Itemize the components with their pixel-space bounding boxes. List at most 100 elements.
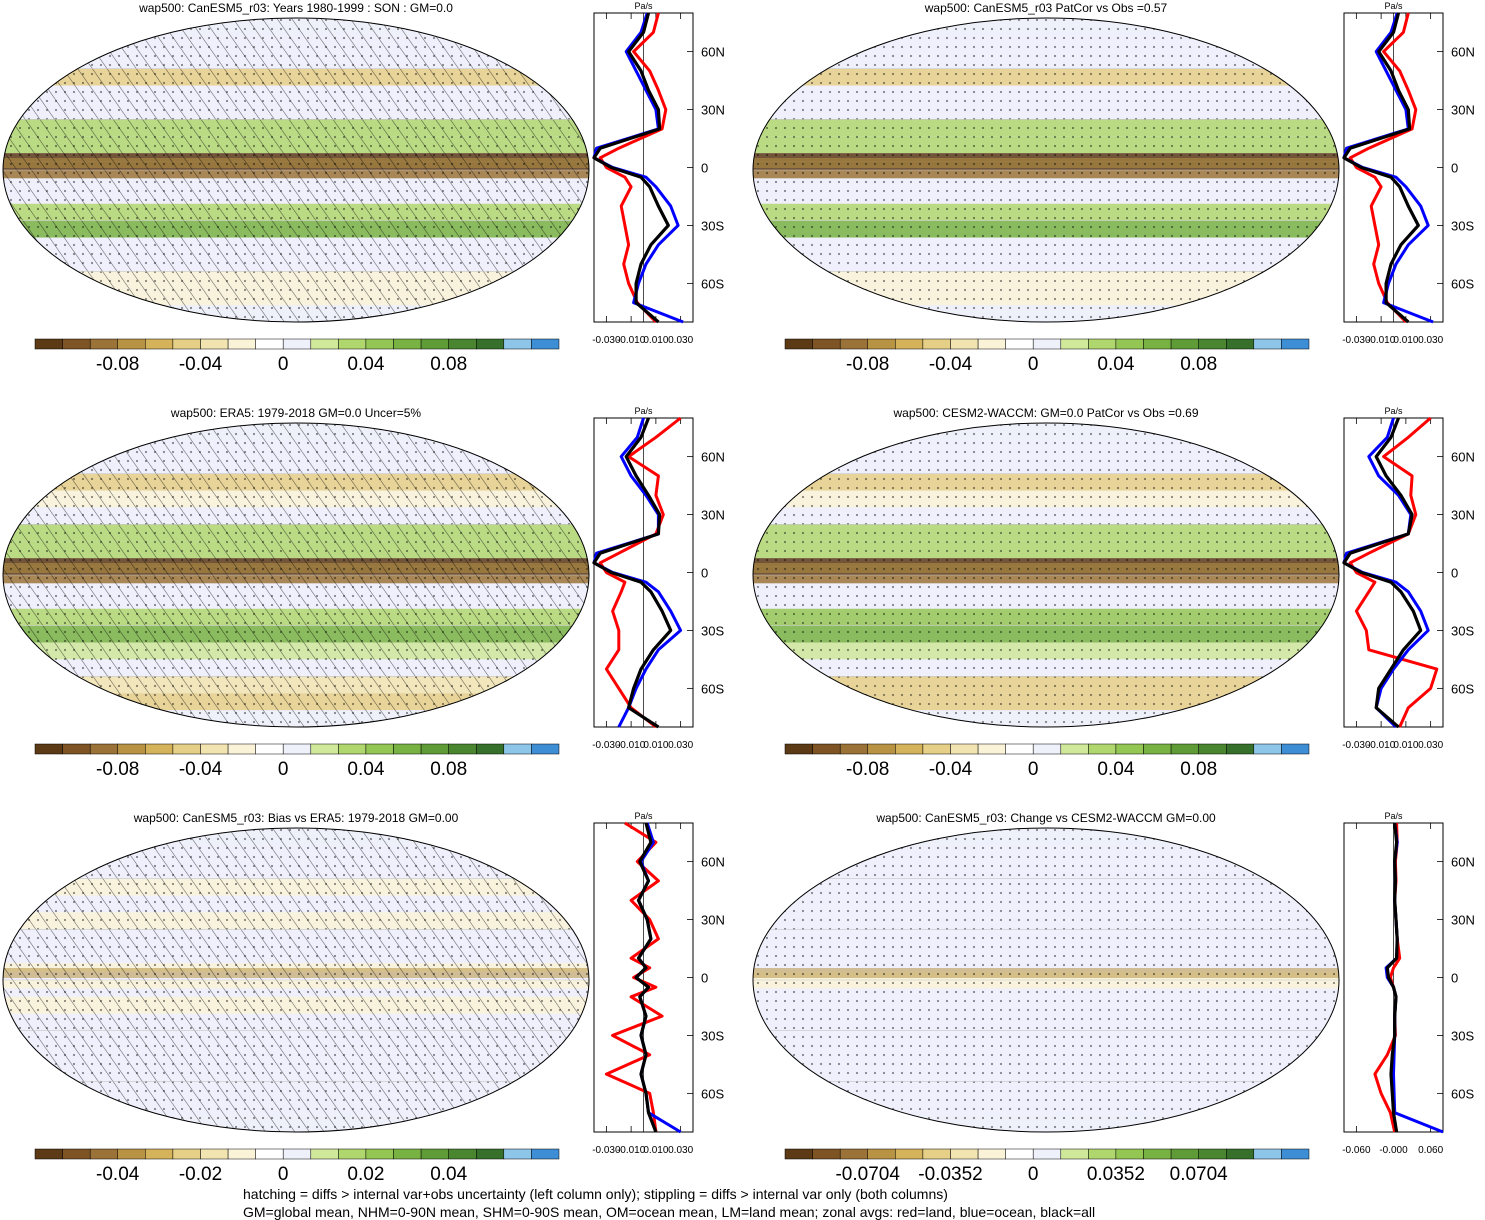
colorbar-swatch (1226, 338, 1255, 350)
zonal-line-land (1348, 416, 1439, 728)
colorbar-swatch (977, 1148, 1006, 1160)
colorbar-swatch (310, 743, 339, 755)
colorbar-swatch (117, 338, 146, 350)
colorbar-tick-label: 0.04 (430, 1164, 467, 1185)
zonal-lat-tick-label: 30S (701, 1028, 724, 1043)
zonal-lat-tick-label: 30N (701, 103, 725, 118)
zonal-lat-tick-label: 0 (701, 971, 708, 986)
colorbar-tick-label: -0.08 (96, 354, 139, 375)
colorbar-tick-label: 0 (1028, 759, 1039, 780)
colorbar-swatch (1170, 743, 1199, 755)
zonal-x-tick-label: -0.030 (1342, 740, 1371, 751)
colorbar-tick-label: 0.08 (430, 759, 467, 780)
zonal-x-tick-label: 0.030 (1418, 740, 1443, 751)
colorbar-swatch (503, 338, 532, 350)
colorbar-swatch (1115, 1148, 1144, 1160)
colorbar-swatch (839, 1148, 869, 1160)
colorbar-tick-label: 0.08 (1180, 759, 1217, 780)
map-field (3, 423, 589, 727)
panel-title: wap500: CanESM5_r03 PatCor vs Obs =0.57 (924, 1, 1168, 15)
zonal-unit: Pa/s (634, 406, 653, 416)
zonal-x-tick-label: -0.010 (617, 740, 646, 751)
panel-title: wap500: CESM2-WACCM: GM=0.0 PatCor vs Ob… (893, 406, 1199, 420)
panel-title: wap500: CanESM5_r03: Bias vs ERA5: 1979-… (133, 811, 459, 825)
zonal-lat-tick-label: 30N (701, 913, 725, 928)
zonal-x-tick-label: -0.030 (592, 335, 621, 346)
panel-6: wap500: CanESM5_r03: Change vs CESM2-WAC… (752, 811, 1475, 1185)
colorbar-tick-label: -0.08 (96, 759, 139, 780)
colorbar-swatch (1143, 743, 1172, 755)
colorbar-swatch (1115, 743, 1144, 755)
zonal-lat-tick-label: 30N (1451, 103, 1475, 118)
colorbar-tick-label: 0.04 (1097, 759, 1134, 780)
colorbar-swatch (922, 1148, 951, 1160)
zonal-x-tick-label: 0.010 (643, 1145, 668, 1156)
map-outline (2, 17, 590, 323)
colorbar-swatch (89, 743, 119, 755)
zonal-x-tick-label: -0.030 (592, 1145, 621, 1156)
zonal-x-tick-label: 0.010 (1393, 335, 1418, 346)
colorbar-swatch (1198, 743, 1227, 755)
colorbar-tick-label: -0.04 (179, 354, 223, 375)
colorbar-swatch (1281, 743, 1310, 755)
colorbar-tick-label: 0 (1028, 354, 1039, 375)
zonal-lat-tick-label: 0 (701, 161, 708, 176)
zonal-lat-tick-label: 60N (701, 450, 725, 465)
colorbar-swatch (812, 338, 841, 350)
colorbar-swatch (977, 338, 1006, 350)
colorbar-swatch (420, 338, 449, 350)
panel-2: wap500: CanESM5_r03 PatCor vs Obs =0.57 -… (752, 1, 1475, 375)
colorbar-swatch (812, 1148, 841, 1160)
colorbar-swatch (1032, 1148, 1062, 1160)
map-outline (752, 422, 1340, 728)
colorbar-swatch (172, 338, 201, 350)
zonal-line-land (604, 821, 664, 1133)
colorbar-swatch (448, 338, 477, 350)
zonal-lat-tick-label: 60N (1451, 45, 1475, 60)
colorbar-swatch (255, 743, 284, 755)
colorbar-swatch (1281, 1148, 1310, 1160)
map-outline (752, 17, 1340, 323)
colorbar-swatch (117, 743, 146, 755)
zonal-lat-tick-label: 30S (1451, 623, 1474, 638)
colorbar-swatch (531, 338, 560, 350)
colorbar-swatch (420, 743, 449, 755)
colorbar-swatch (503, 1148, 532, 1160)
colorbar-swatch (784, 743, 813, 755)
colorbar-swatch (282, 743, 312, 755)
colorbar-tick-label: 0 (278, 759, 289, 780)
colorbar-swatch (1143, 338, 1172, 350)
colorbar-swatch (1143, 1148, 1172, 1160)
colorbar-swatch (145, 743, 174, 755)
colorbar-swatch (476, 1148, 505, 1160)
colorbar-swatch (1088, 1148, 1117, 1160)
colorbar-swatch (867, 1148, 896, 1160)
colorbar-tick-label: 0 (1028, 1164, 1039, 1185)
panel-1: wap500: CanESM5_r03: Years 1980-1999 : S… (2, 1, 725, 375)
zonal-line-land (598, 12, 668, 324)
colorbar-swatch (1253, 1148, 1282, 1160)
zonal-x-tick-label: 0.030 (668, 740, 693, 751)
colorbar-swatch (310, 1148, 339, 1160)
colorbar-swatch (227, 743, 256, 755)
colorbar-swatch (34, 338, 63, 350)
map (752, 17, 1340, 323)
zonal-lat-tick-label: 60N (1451, 450, 1475, 465)
colorbar-swatch (784, 338, 813, 350)
zonal-lat-tick-label: 60S (701, 681, 724, 696)
colorbar-tick-label: 0.08 (1180, 354, 1217, 375)
colorbar-swatch (1170, 338, 1199, 350)
colorbar-swatch (1088, 338, 1117, 350)
colorbar-swatch (1032, 338, 1062, 350)
map (2, 17, 590, 323)
colorbar-swatch (1115, 338, 1144, 350)
zonal-x-tick-label: 0.030 (668, 335, 693, 346)
colorbar-swatch (950, 1148, 979, 1160)
colorbar-swatch (922, 743, 951, 755)
zonal-line-land (1348, 12, 1418, 324)
map (2, 827, 590, 1133)
colorbar-swatch (200, 338, 229, 350)
zonal-lat-tick-label: 60N (701, 855, 725, 870)
colorbar-swatch (89, 338, 119, 350)
